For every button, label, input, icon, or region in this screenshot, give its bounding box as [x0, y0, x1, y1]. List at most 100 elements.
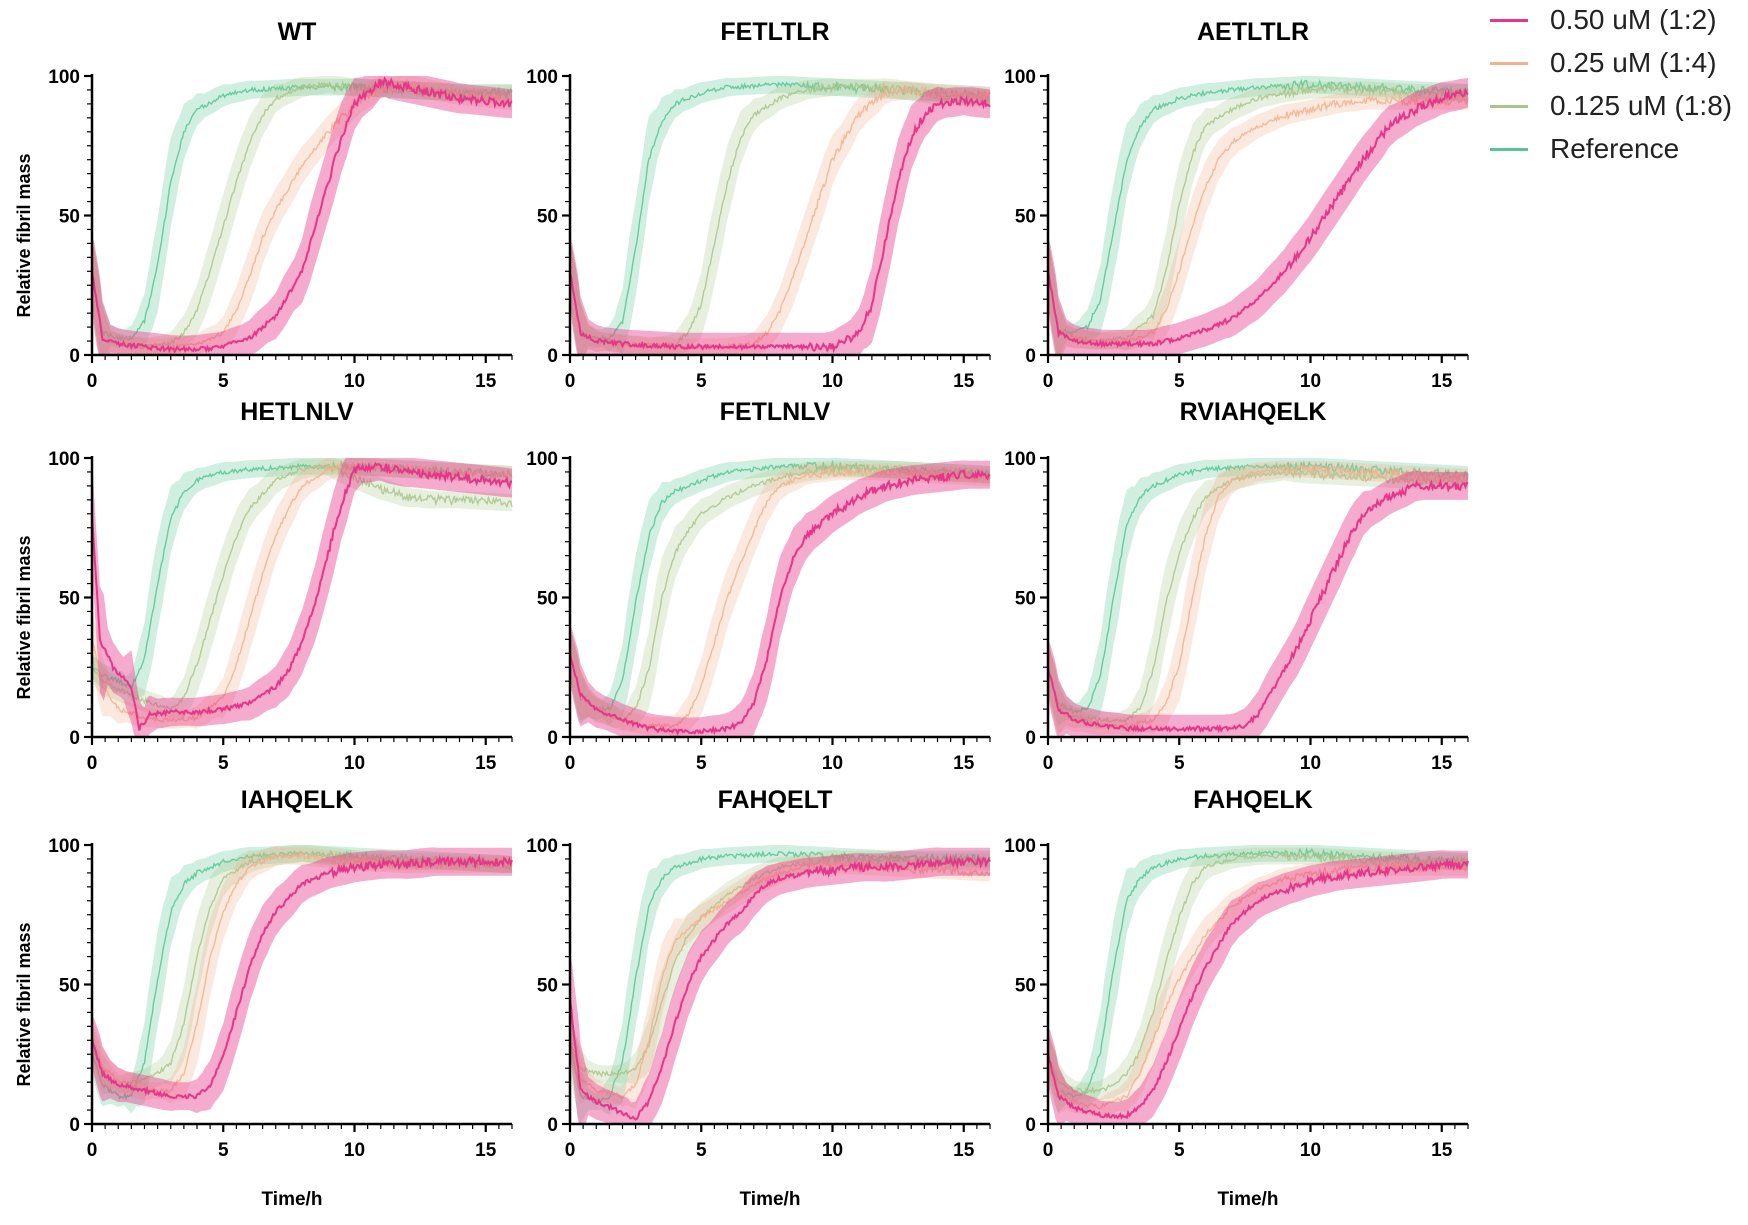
x-tick-label: 5	[696, 371, 707, 392]
x-axis-label: Time/h	[262, 1189, 323, 1210]
legend-item-reference: Reference	[1490, 129, 1748, 169]
series-line-0-25-um-1-4	[1047, 463, 1469, 729]
series-line-reference	[1047, 78, 1469, 336]
x-tick-label: 15	[953, 371, 975, 392]
y-tick-label: 0	[69, 1115, 80, 1136]
y-axis-label: Relative fibril mass	[14, 535, 34, 699]
series-line-0-50-um-1-2	[91, 76, 513, 354]
panel-rviahqelk: RVIAHQELK 0 50 100 0 5 10 15	[1004, 398, 1469, 774]
x-tick-label: 15	[1431, 753, 1453, 774]
y-tick-label: 100	[526, 836, 558, 857]
legend-item-0125: 0.125 uM (1:8)	[1490, 86, 1748, 126]
x-tick-label: 0	[1043, 371, 1054, 392]
series-band-0-25-um-1-4	[92, 76, 512, 355]
series-band-reference	[570, 76, 990, 355]
series-band-0-50-um-1-2	[1048, 78, 1468, 355]
x-tick-label: 5	[1174, 371, 1185, 392]
x-tick-label: 10	[344, 371, 365, 392]
y-tick-label: 0	[69, 346, 80, 367]
panel-aetltlr: AETLTLR 0 50 100 0 5 10 15	[1004, 18, 1469, 392]
x-tick-label: 10	[1300, 753, 1321, 774]
x-tick-label: 0	[565, 371, 576, 392]
y-tick-label: 100	[526, 449, 558, 470]
series-band-0-50-um-1-2	[1048, 470, 1468, 737]
x-tick-label: 10	[344, 1140, 365, 1161]
x-tick-label: 10	[822, 1140, 843, 1161]
panel-title: FETLNLV	[720, 398, 831, 426]
x-axis-label: Time/h	[1218, 1189, 1279, 1210]
series-line-0-50-um-1-2	[569, 468, 991, 736]
x-tick-label: 15	[475, 371, 497, 392]
panel-title: HETLNLV	[240, 398, 354, 426]
legend-label-0125: 0.125 uM (1:8)	[1550, 90, 1733, 121]
y-tick-label: 0	[547, 1115, 558, 1136]
series-line-0-125-um-1-8	[91, 463, 513, 712]
legend-swatch-025	[1490, 62, 1528, 65]
series-band-reference	[570, 458, 990, 725]
panel-title: FAHQELT	[718, 786, 833, 814]
x-tick-label: 5	[1174, 753, 1185, 774]
legend-swatch-0125	[1490, 105, 1528, 108]
x-axis-label: Time/h	[740, 1189, 801, 1210]
legend-label-025: 0.25 uM (1:4)	[1550, 47, 1717, 78]
series-band-0-25-um-1-4	[92, 846, 512, 1104]
series-line-0-25-um-1-4	[91, 852, 513, 1094]
y-tick-label: 100	[1004, 449, 1036, 470]
y-tick-label: 0	[69, 728, 80, 749]
series-band-reference	[1048, 76, 1468, 355]
series-line-0-25-um-1-4	[569, 859, 991, 1099]
panel-title: RVIAHQELK	[1180, 398, 1327, 426]
y-tick-label: 50	[59, 976, 80, 997]
x-tick-label: 15	[1431, 1140, 1453, 1161]
series-line-0-125-um-1-8	[1047, 467, 1469, 724]
x-tick-label: 0	[1043, 1140, 1054, 1161]
y-tick-label: 50	[537, 589, 558, 610]
x-tick-label: 5	[218, 371, 229, 392]
x-tick-label: 15	[475, 1140, 497, 1161]
x-tick-label: 0	[87, 371, 98, 392]
y-tick-label: 0	[547, 728, 558, 749]
y-tick-label: 100	[526, 67, 558, 88]
series-line-0-50-um-1-2	[569, 95, 991, 354]
x-tick-label: 10	[1300, 371, 1321, 392]
series-band-0-25-um-1-4	[570, 855, 990, 1109]
panel-fetlnlv: FETLNLV 0 50 100 0 5 10 15	[526, 398, 991, 774]
series-line-0-50-um-1-2	[1047, 478, 1469, 734]
series-line-0-25-um-1-4	[1047, 860, 1469, 1110]
panel-fetltlr: FETLTLR 0 50 100 0 5 10 15	[526, 18, 991, 392]
y-tick-label: 50	[1015, 207, 1036, 228]
y-tick-label: 50	[537, 976, 558, 997]
panel-title: WT	[278, 18, 317, 46]
panel-iahqelk: IAHQELK 0 50 100 0 5 10 15 Relative fibril mass T…	[14, 786, 513, 1210]
legend-swatch-050	[1490, 19, 1528, 22]
series-band-0-25-um-1-4	[570, 463, 990, 737]
panel-title: FETLTLR	[720, 18, 829, 46]
series-band-reference	[1048, 845, 1468, 1113]
series-line-0-125-um-1-8	[569, 852, 991, 1078]
y-tick-label: 100	[48, 67, 80, 88]
y-tick-label: 100	[1004, 836, 1036, 857]
series-band-reference	[92, 78, 512, 355]
legend-label-reference: Reference	[1550, 133, 1680, 164]
x-tick-label: 0	[565, 753, 576, 774]
x-tick-label: 10	[822, 753, 843, 774]
series-band-0-50-um-1-2	[570, 847, 990, 1124]
series-band-0-25-um-1-4	[570, 81, 990, 355]
panel-fahqelt: FAHQELT 0 50 100 0 5 10 15 Time/h	[526, 786, 991, 1210]
legend-label-050: 0.50 uM (1:2)	[1550, 4, 1717, 35]
series-line-0-50-um-1-2	[91, 461, 513, 731]
x-tick-label: 0	[565, 1140, 576, 1161]
x-tick-label: 0	[87, 1140, 98, 1161]
y-tick-label: 50	[1015, 976, 1036, 997]
series-line-0-50-um-1-2	[91, 854, 513, 1100]
y-tick-label: 100	[1004, 67, 1036, 88]
series-line-0-25-um-1-4	[1047, 94, 1469, 345]
x-tick-label: 15	[475, 753, 497, 774]
x-tick-label: 10	[1300, 1140, 1321, 1161]
x-tick-label: 15	[953, 753, 975, 774]
legend: 0.50 uM (1:2) 0.25 uM (1:4) 0.125 uM (1:…	[1490, 0, 1748, 190]
x-tick-label: 15	[1431, 371, 1453, 392]
y-tick-label: 0	[547, 346, 558, 367]
series-band-0-125-um-1-8	[1048, 847, 1468, 1102]
